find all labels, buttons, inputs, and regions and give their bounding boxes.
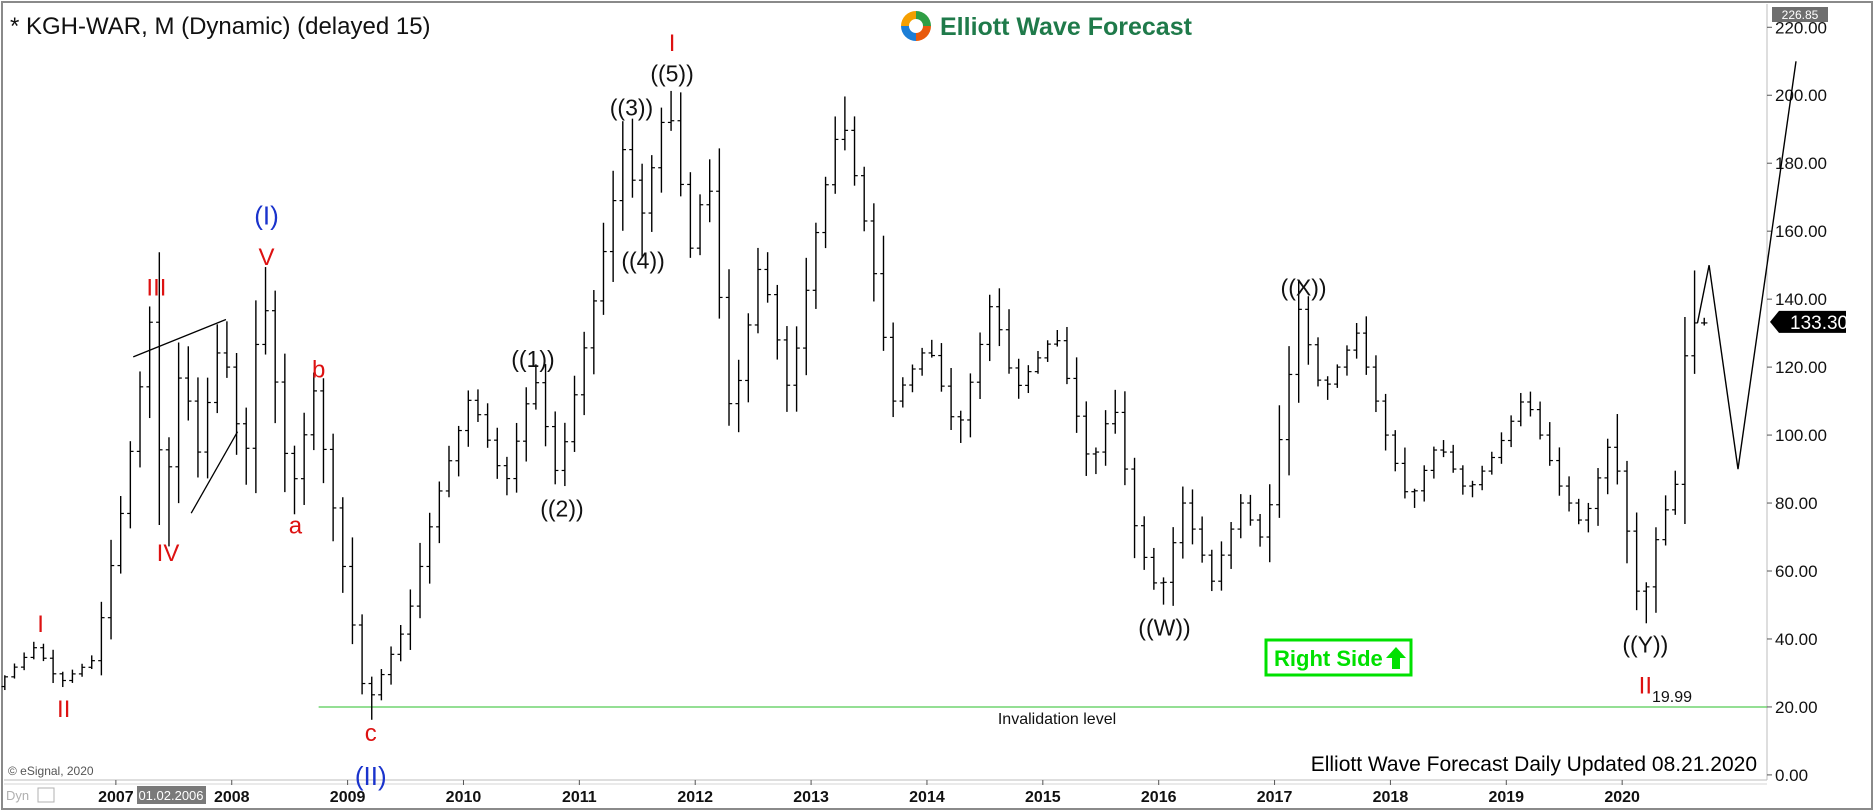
wave-label: ((3))	[610, 95, 653, 121]
wedge-trendline	[133, 318, 227, 358]
top-value-tag-bg	[1772, 7, 1828, 22]
wave-label: ((2))	[540, 496, 583, 522]
wave-label: I	[669, 30, 676, 57]
update-text: Elliott Wave Forecast Daily Updated 08.2…	[1311, 753, 1757, 776]
x-tick-label: 2017	[1257, 789, 1293, 806]
invalidation-value: 19.99	[1652, 689, 1692, 706]
start-date-tag: 01.02.2006	[138, 788, 203, 803]
x-tick-label: 2010	[446, 789, 482, 806]
y-tick-label: 40.00	[1775, 630, 1818, 649]
wave-label: ((W))	[1138, 615, 1190, 641]
wave-label: II	[57, 696, 70, 723]
wave-label: a	[289, 513, 303, 540]
wave-label: b	[312, 356, 325, 383]
y-tick-label: 180.00	[1775, 154, 1827, 173]
dyn-toggle-icon[interactable]	[37, 787, 55, 803]
x-tick-label: 2013	[793, 789, 829, 806]
up-arrow-icon	[1386, 647, 1406, 669]
wave-label: (II)	[355, 761, 387, 791]
axis-ticks-layer: 0.00 20.00 40.00 60.00 80.00 100.00 120.00 140.…	[98, 18, 1827, 806]
x-tick-label: 2019	[1488, 789, 1524, 806]
wave-label: III	[146, 275, 166, 302]
y-tick-label: 100.00	[1775, 426, 1827, 445]
x-tick-label: 2020	[1604, 789, 1640, 806]
y-tick-label: 80.00	[1775, 494, 1818, 513]
wave-label: (I)	[254, 200, 279, 230]
y-tick-label: 160.00	[1775, 222, 1827, 241]
y-tick-label: 120.00	[1775, 358, 1827, 377]
wave-label: ((Y))	[1622, 632, 1668, 658]
last-price-tag-bg	[1770, 310, 1846, 333]
copyright-text: © eSignal, 2020	[8, 764, 94, 778]
wedge-trendline	[190, 431, 239, 514]
ewf-logo-icon	[901, 11, 931, 41]
start-date-tag-bg	[137, 786, 206, 804]
wave-label: ((5))	[650, 61, 693, 87]
x-tick-label: 2008	[214, 789, 250, 806]
projection-path	[1696, 61, 1797, 470]
ohlc-bars-layer	[1, 90, 1708, 720]
x-tick-label: 2018	[1373, 789, 1409, 806]
y-tick-label: 0.00	[1775, 766, 1808, 785]
x-tick-label: 2011	[562, 789, 597, 806]
x-tick-label: 2015	[1025, 789, 1061, 806]
x-tick-label: 2014	[909, 789, 945, 806]
top-value-tag: 226.85	[1782, 8, 1819, 22]
symbol-title: * KGH-WAR, M (Dynamic) (delayed 15)	[10, 13, 431, 40]
y-tick-label: 200.00	[1775, 86, 1827, 105]
y-tick-label: 60.00	[1775, 562, 1818, 581]
right-side-badge: Right Side	[1264, 638, 1413, 677]
drawings-layer	[133, 61, 1797, 514]
wave-label: c	[365, 720, 377, 747]
brand-name: Elliott Wave Forecast	[940, 13, 1193, 41]
dyn-tag: Dyn	[6, 788, 29, 803]
y-tick-label: 20.00	[1775, 698, 1818, 717]
invalidation-label: Invalidation level	[998, 711, 1116, 728]
y-tick-label: 220.00	[1775, 18, 1827, 37]
x-tick-label: 2007	[98, 789, 134, 806]
x-tick-label: 2009	[330, 789, 366, 806]
right-side-badge-label: Right Side	[1274, 646, 1383, 671]
wave-label: ((X))	[1281, 275, 1327, 301]
last-price-tag: 133.30	[1790, 313, 1848, 334]
wave-label: V	[258, 244, 274, 271]
x-tick-label: 2016	[1141, 789, 1177, 806]
x-tick-label: 2012	[677, 789, 713, 806]
wave-label: IV	[157, 540, 180, 567]
y-tick-label: 140.00	[1775, 290, 1827, 309]
wave-label: II	[1639, 672, 1652, 699]
wave-labels-layer: IIIIIIIVV(I)abc(II)((1))((2))((3))((4))(…	[37, 30, 1668, 791]
wave-label: ((1))	[511, 346, 554, 372]
wave-label: I	[37, 611, 44, 638]
wave-label: ((4))	[621, 248, 664, 274]
invalidation-layer: Invalidation level 19.99	[318, 689, 1767, 728]
